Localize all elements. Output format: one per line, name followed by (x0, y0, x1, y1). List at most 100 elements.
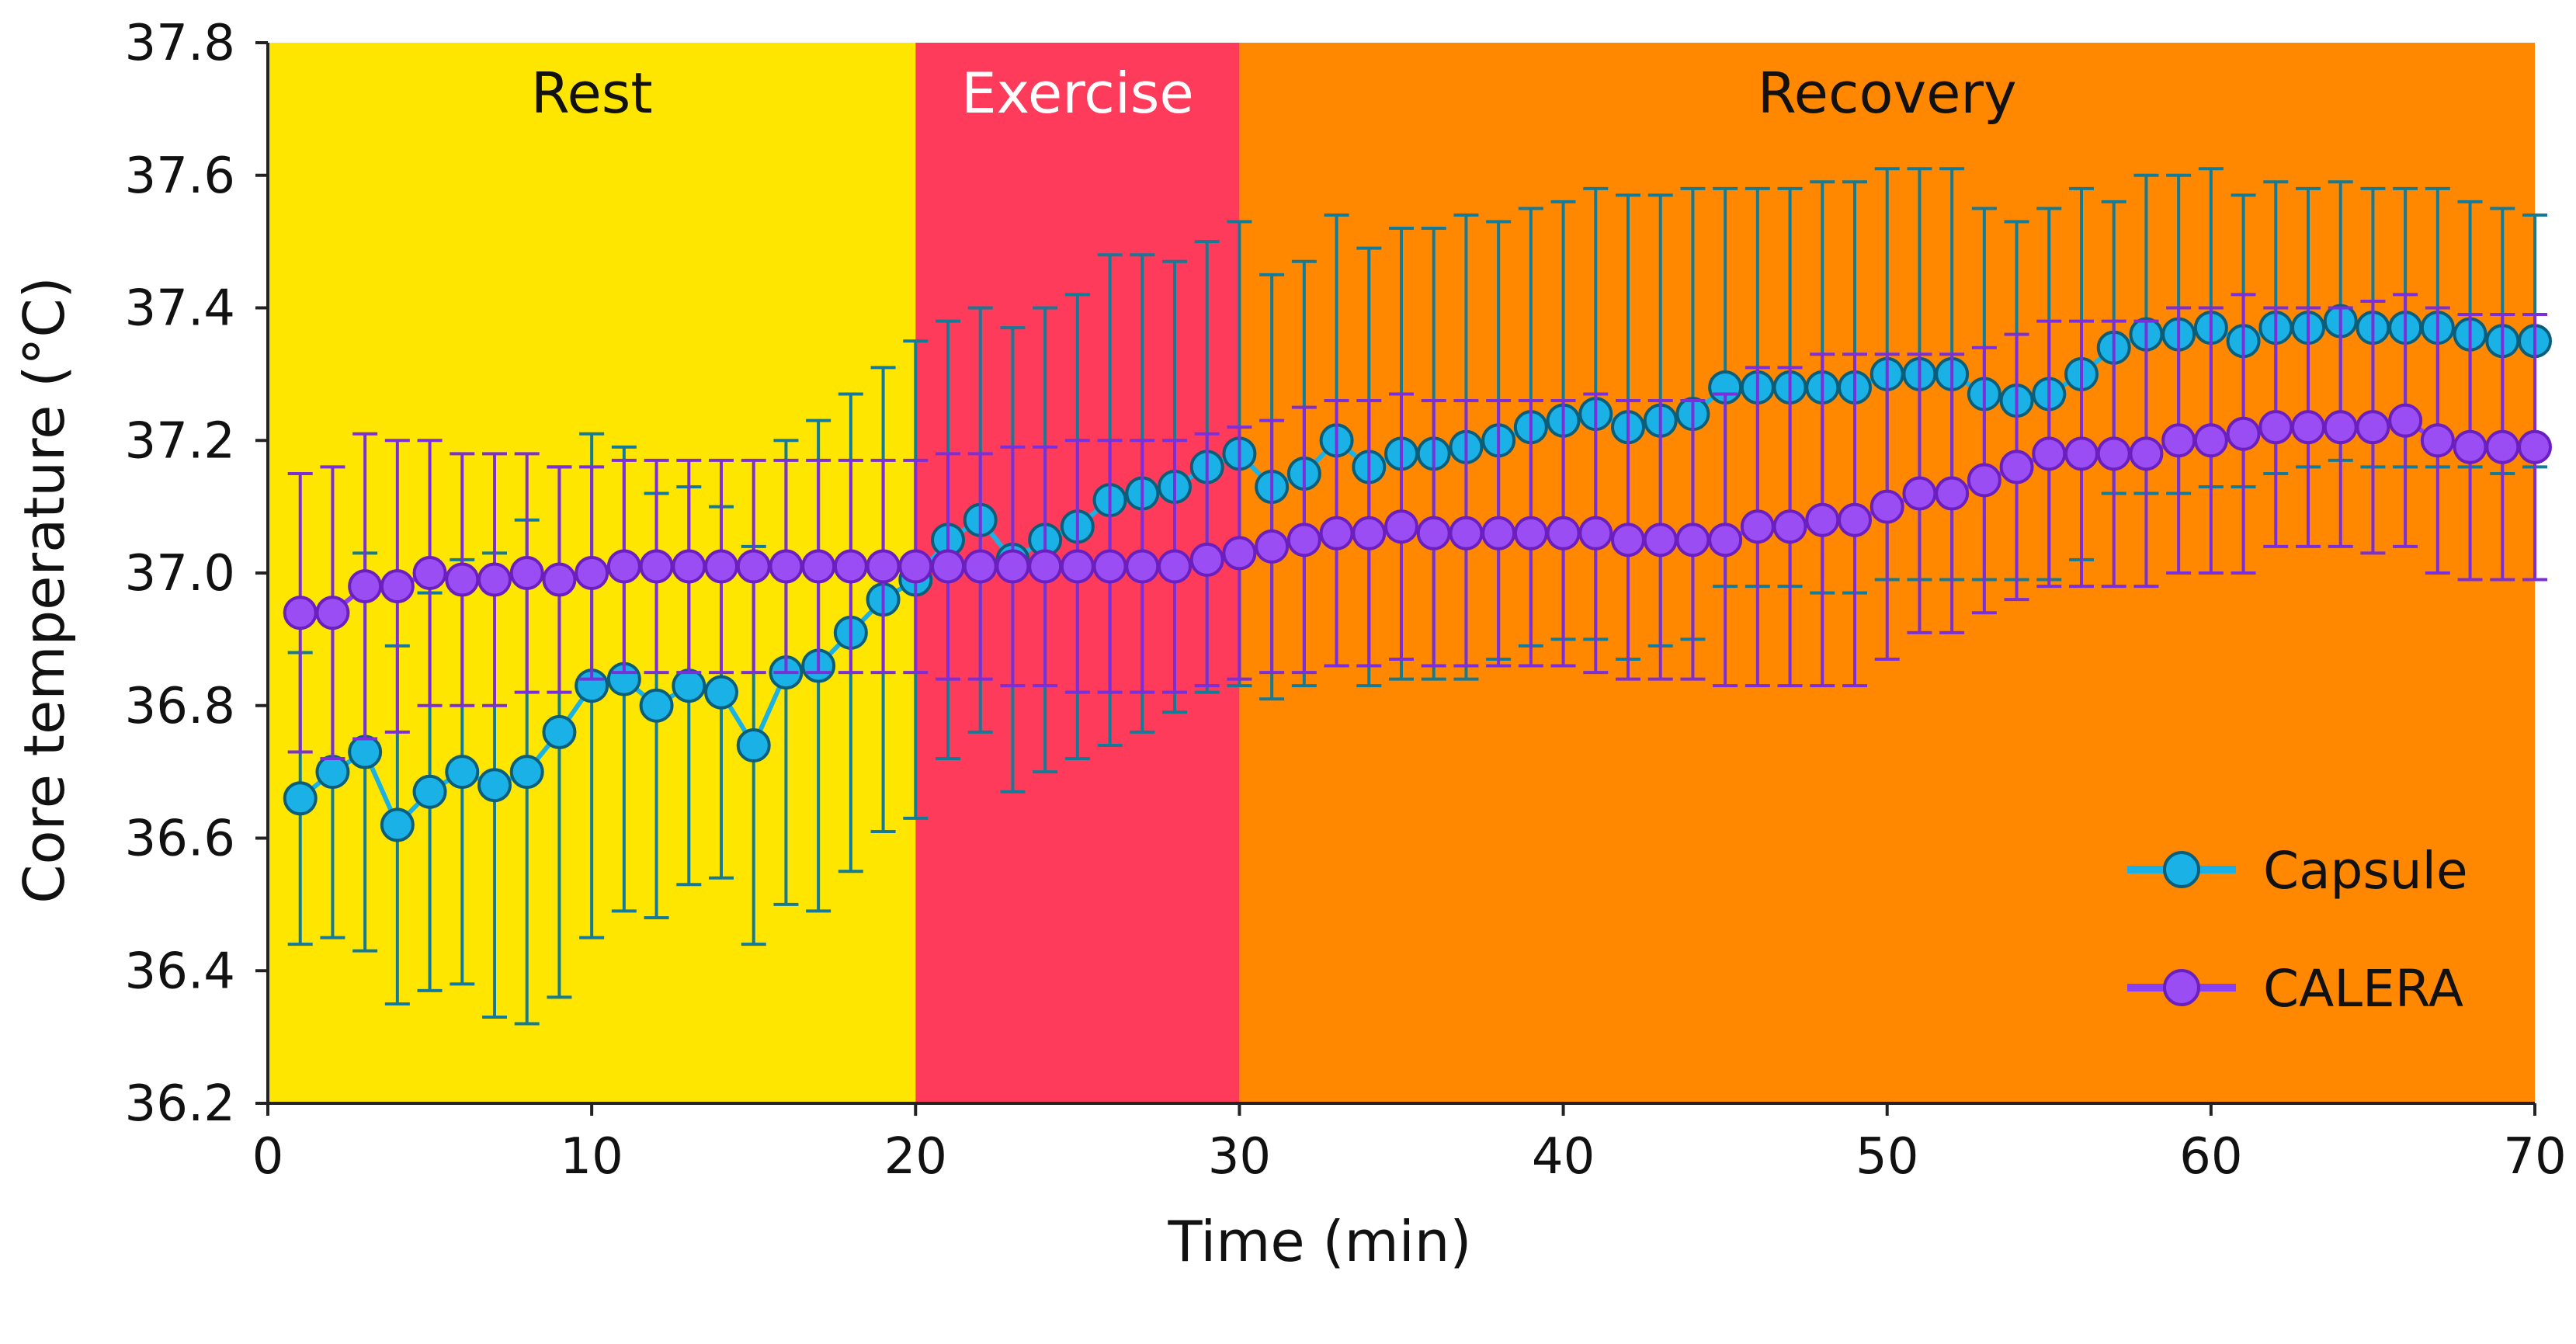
calera-point (2356, 410, 2390, 445)
capsule-point (380, 807, 415, 842)
calera-point (736, 549, 771, 584)
capsule-point (542, 714, 577, 749)
y-tick-label: 36.4 (125, 943, 236, 1000)
x-tick-label: 60 (2179, 1128, 2242, 1186)
calera-point (2096, 436, 2131, 471)
calera-point (283, 596, 318, 630)
series-calera (283, 293, 2552, 761)
calera-point (2518, 429, 2552, 464)
calera-point (931, 549, 965, 584)
y-tick-label: 37.4 (125, 280, 236, 338)
calera-point (2420, 423, 2455, 458)
calera-point (1449, 516, 1484, 550)
calera-point (1902, 476, 1937, 511)
calera-point (639, 549, 674, 584)
calera-point (2291, 410, 2325, 445)
calera-point (704, 549, 738, 584)
x-axis-label: Time (min) (1167, 1209, 1471, 1274)
calera-point (2226, 416, 2261, 451)
calera-point (509, 556, 544, 590)
calera-point (866, 549, 901, 584)
legend-label-capsule: Capsule (2263, 841, 2468, 901)
y-tick-label: 37.2 (125, 412, 236, 470)
calera-point (1838, 502, 1872, 537)
x-tick-label: 70 (2503, 1128, 2566, 1186)
calera-point (1189, 542, 1224, 577)
capsule-point (672, 669, 706, 703)
calera-point (1513, 516, 1548, 550)
legend-label-calera: CALERA (2263, 959, 2463, 1019)
calera-point (1028, 549, 1063, 584)
phase-label-exercise: Exercise (961, 61, 1194, 126)
calera-point (1384, 509, 1418, 544)
calera-point (2258, 410, 2293, 445)
calera-point (2323, 410, 2358, 445)
capsule-point (736, 728, 771, 762)
calera-point (1967, 463, 2001, 498)
calera-point (2485, 429, 2520, 464)
capsule-point (509, 755, 544, 790)
legend-entry-calera: CALERA (2127, 959, 2463, 1019)
calera-point (898, 549, 933, 584)
x-tick-label: 30 (1208, 1128, 1271, 1186)
capsule-point (348, 735, 383, 769)
ticks: 0 10 20 30 40 50 60 70 36.2 36.4 36.6 36.8 37.0 37.2 3… (125, 15, 2567, 1186)
calera-point (833, 549, 868, 584)
calera-point (672, 549, 706, 584)
calera-point (1805, 502, 1840, 537)
calera-point (1158, 549, 1192, 584)
calera-point (1740, 509, 1775, 544)
calera-point (2161, 423, 2196, 458)
calera-point (315, 596, 350, 630)
calera-point (2129, 436, 2164, 471)
phase-label-rest: Rest (531, 61, 653, 126)
calera-point (606, 549, 641, 584)
calera-point (1286, 523, 1321, 557)
calera-point (1675, 523, 1710, 557)
calera-point (1870, 489, 1904, 524)
legend-marker-capsule (2163, 851, 2200, 888)
y-tick-label: 37.8 (125, 15, 236, 72)
calera-point (1708, 523, 1743, 557)
capsule-point (477, 768, 512, 803)
calera-point (1319, 516, 1354, 550)
calera-point (769, 549, 804, 584)
calera-point (1125, 549, 1160, 584)
calera-point (963, 549, 998, 584)
calera-point (1092, 549, 1127, 584)
capsule-point (445, 755, 480, 790)
calera-point (801, 549, 836, 584)
calera-point (1611, 523, 1645, 557)
calera-point (2032, 436, 2067, 471)
legend-marker-calera (2163, 969, 2200, 1006)
legend: Capsule CALERA (2127, 841, 2468, 1019)
calera-point (1546, 516, 1581, 550)
x-tick-label: 0 (252, 1128, 284, 1186)
calera-point (1060, 549, 1095, 584)
calera-point (1352, 516, 1387, 550)
calera-point (2388, 403, 2423, 438)
calera-point (445, 562, 480, 597)
capsule-point (704, 675, 738, 710)
y-tick-label: 37.6 (125, 148, 236, 205)
y-tick-label: 37.0 (125, 545, 236, 603)
calera-point (1935, 476, 1970, 511)
x-tick-label: 20 (884, 1128, 947, 1186)
y-tick-label: 36.2 (125, 1075, 236, 1133)
capsule-point (412, 774, 447, 809)
y-axis-label: Core temperature (°C) (12, 276, 77, 903)
capsule-point (283, 781, 318, 816)
calera-point (2453, 429, 2487, 464)
calera-point (995, 549, 1030, 584)
calera-point (1772, 509, 1807, 544)
calera-point (348, 569, 383, 604)
x-tick-label: 50 (1856, 1128, 1918, 1186)
series-layer (283, 167, 2552, 1026)
y-tick-label: 36.8 (125, 678, 236, 735)
calera-point (1578, 516, 1613, 550)
x-tick-label: 40 (1532, 1128, 1595, 1186)
calera-point (1999, 450, 2034, 484)
calera-point (380, 569, 415, 604)
calera-point (477, 562, 512, 597)
y-tick-label: 36.6 (125, 811, 236, 868)
